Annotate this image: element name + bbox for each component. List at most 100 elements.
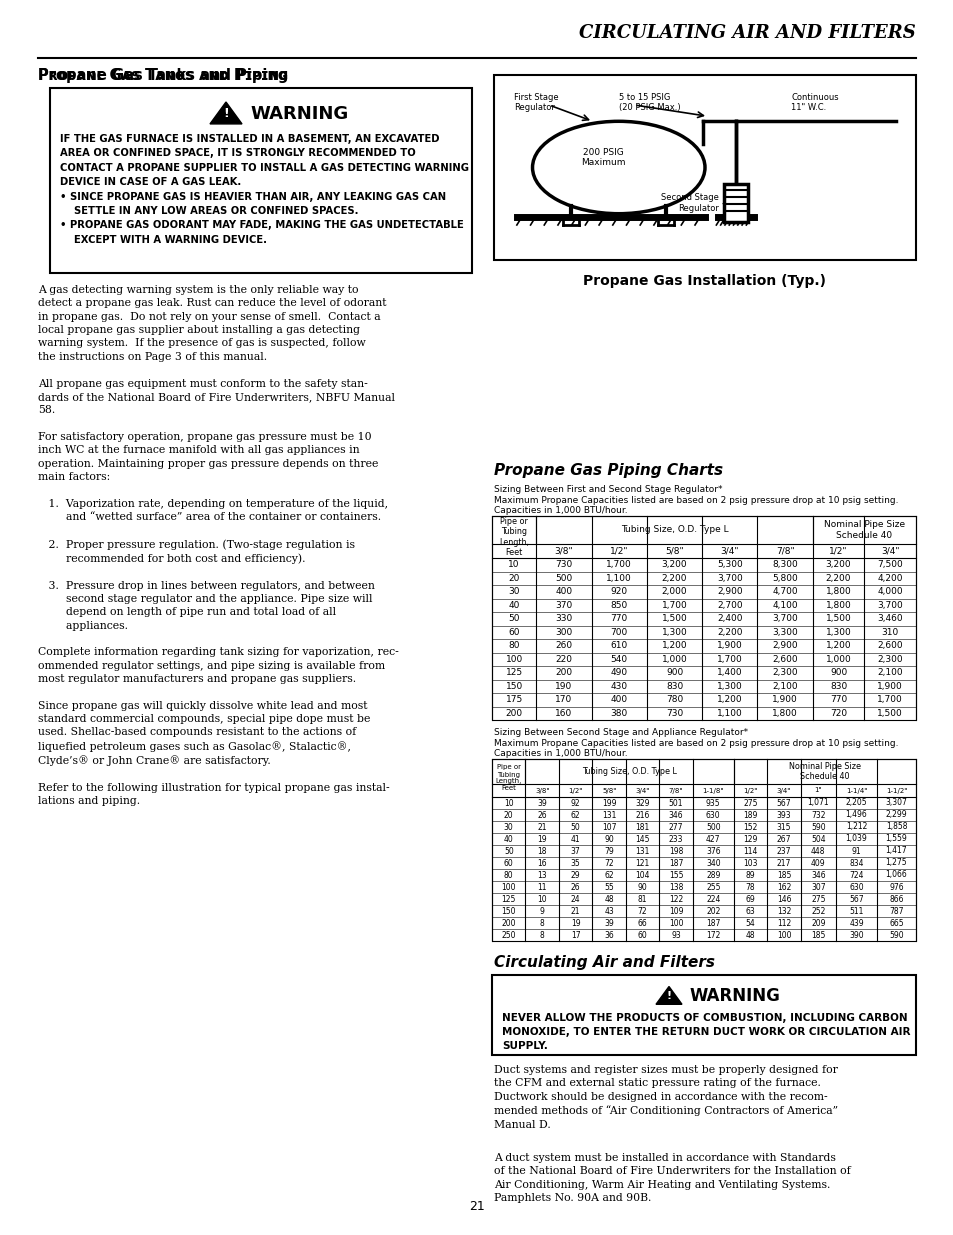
Text: 1,500: 1,500	[825, 614, 851, 624]
Bar	[723, 184, 747, 222]
Text: 55: 55	[603, 883, 614, 892]
Text: 48: 48	[745, 930, 755, 940]
Text: 610: 610	[610, 641, 627, 651]
Text: 2,900: 2,900	[772, 641, 797, 651]
Text: 2,700: 2,700	[717, 600, 741, 610]
Text: A duct system must be installed in accordance with Standards
of the National Boa: A duct system must be installed in accor…	[494, 1153, 850, 1203]
Text: 21: 21	[537, 823, 546, 831]
Text: 200: 200	[505, 709, 522, 718]
Text: 41: 41	[570, 835, 579, 844]
Text: 1,300: 1,300	[661, 627, 687, 637]
Text: 730: 730	[555, 561, 572, 569]
Text: Pipe or
Tubing
Length,
Feet: Pipe or Tubing Length, Feet	[495, 764, 521, 792]
Text: 2,300: 2,300	[772, 668, 797, 677]
Text: 100: 100	[668, 919, 682, 927]
Text: 1,300: 1,300	[717, 682, 741, 690]
Text: 104: 104	[635, 871, 649, 879]
Text: 267: 267	[776, 835, 790, 844]
Text: Maximum Propane Capacities listed are based on 2 psig pressure drop at 10 psig s: Maximum Propane Capacities listed are ba…	[494, 739, 898, 748]
Text: 2,200: 2,200	[825, 574, 850, 583]
Text: 2,600: 2,600	[772, 655, 797, 663]
Text: 4,000: 4,000	[877, 588, 902, 597]
Text: 1,000: 1,000	[661, 655, 687, 663]
Polygon shape	[656, 987, 681, 1004]
Text: 63: 63	[745, 906, 755, 915]
Text: 3,200: 3,200	[825, 561, 850, 569]
Text: 330: 330	[555, 614, 572, 624]
Text: 976: 976	[888, 883, 902, 892]
Text: 30: 30	[503, 823, 513, 831]
Text: 501: 501	[668, 799, 682, 808]
Text: 131: 131	[601, 810, 616, 820]
Text: Tubing Size, O.D. Type L: Tubing Size, O.D. Type L	[581, 767, 677, 776]
Text: 1,700: 1,700	[606, 561, 632, 569]
Text: 18: 18	[537, 846, 546, 856]
Text: 79: 79	[603, 846, 614, 856]
Text: WARNING: WARNING	[689, 987, 781, 1004]
Text: 11: 11	[537, 883, 546, 892]
Text: 720: 720	[829, 709, 846, 718]
Text: 1,800: 1,800	[825, 600, 851, 610]
Text: 129: 129	[742, 835, 757, 844]
Text: 1,700: 1,700	[661, 600, 687, 610]
Text: 29: 29	[570, 871, 579, 879]
Text: 224: 224	[705, 894, 720, 904]
Text: 138: 138	[668, 883, 682, 892]
Ellipse shape	[532, 121, 704, 214]
Text: 3/4": 3/4"	[635, 788, 649, 794]
Text: Circulating Air and Filters: Circulating Air and Filters	[494, 955, 714, 969]
Text: 329: 329	[635, 799, 649, 808]
Text: 19: 19	[570, 919, 579, 927]
Text: 237: 237	[776, 846, 790, 856]
Text: 35: 35	[570, 858, 580, 867]
Text: 125: 125	[505, 668, 522, 677]
Text: 7/8": 7/8"	[668, 788, 682, 794]
Text: 1,900: 1,900	[717, 641, 741, 651]
Text: 700: 700	[610, 627, 627, 637]
Text: 1,212: 1,212	[845, 823, 866, 831]
Text: Pʀᴏᴘᴀɴᴇ Gᴀs Tᴀɴᴏs ᴀɴᴅ Pɪᴘɪɴɢ: Pʀᴏᴘᴀɴᴇ Gᴀs Tᴀɴᴏs ᴀɴᴅ Pɪᴘɪɴɢ	[38, 68, 288, 83]
Text: 3,460: 3,460	[877, 614, 902, 624]
Text: 448: 448	[810, 846, 824, 856]
Text: Maximum Propane Capacities listed are based on 2 psig pressure drop at 10 psig s: Maximum Propane Capacities listed are ba…	[494, 496, 898, 505]
Text: 72: 72	[603, 858, 614, 867]
Text: 2,900: 2,900	[717, 588, 741, 597]
Text: 935: 935	[705, 799, 720, 808]
Text: 252: 252	[810, 906, 824, 915]
Text: 5,300: 5,300	[717, 561, 741, 569]
Text: 3,200: 3,200	[661, 561, 686, 569]
Text: 900: 900	[665, 668, 682, 677]
Text: 1,559: 1,559	[884, 835, 906, 844]
Text: 89: 89	[745, 871, 755, 879]
Text: 1,066: 1,066	[884, 871, 906, 879]
Text: 2,600: 2,600	[877, 641, 902, 651]
Text: 4,200: 4,200	[877, 574, 902, 583]
Text: 185: 185	[776, 871, 790, 879]
Text: 630: 630	[848, 883, 862, 892]
Text: 72: 72	[638, 906, 647, 915]
Text: 2,000: 2,000	[661, 588, 686, 597]
Text: 200: 200	[555, 668, 572, 677]
Text: 54: 54	[745, 919, 755, 927]
Bar	[492, 516, 915, 720]
Text: 200: 200	[501, 919, 516, 927]
Text: 10: 10	[537, 894, 546, 904]
Text: 92: 92	[570, 799, 579, 808]
Text: 202: 202	[705, 906, 720, 915]
Text: Propane Gas Tanks and Piping: Propane Gas Tanks and Piping	[38, 68, 288, 83]
Text: 2,200: 2,200	[717, 627, 741, 637]
Text: 1,500: 1,500	[661, 614, 687, 624]
Text: Duct systems and register sizes must be properly designed for
the CFM and extern: Duct systems and register sizes must be …	[494, 1065, 838, 1130]
Text: Nominal Pipe Size
Schedule 40: Nominal Pipe Size Schedule 40	[788, 762, 860, 782]
Text: 730: 730	[665, 709, 682, 718]
Text: 511: 511	[848, 906, 862, 915]
Text: 346: 346	[668, 810, 682, 820]
Text: 400: 400	[610, 695, 627, 704]
Text: !: !	[666, 990, 671, 1000]
Text: CΙRCULATING AΙR AND FΙLTERS: CΙRCULATING AΙR AND FΙLTERS	[578, 23, 915, 42]
Text: 724: 724	[848, 871, 862, 879]
Bar	[494, 75, 915, 261]
Text: 80: 80	[508, 641, 519, 651]
Text: 109: 109	[668, 906, 682, 915]
Text: 216: 216	[635, 810, 649, 820]
